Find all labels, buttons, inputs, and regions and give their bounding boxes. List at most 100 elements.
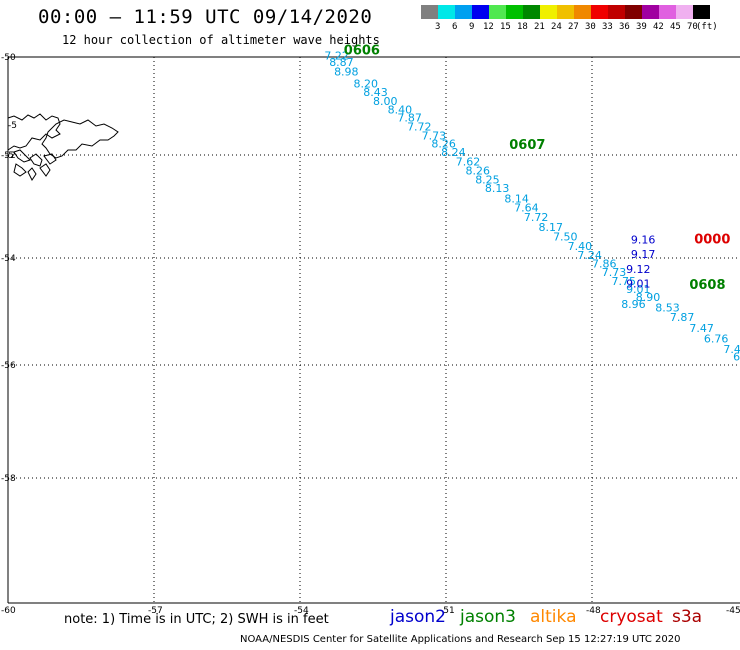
pass-time-labels: 0606 0607 0608 0000 (344, 44, 731, 293)
longitude-label: -48 (586, 606, 601, 616)
pass-time-label: 0608 (689, 278, 725, 293)
latitude-label: -54 (1, 254, 16, 264)
wave-height-value: 7.87 (670, 311, 695, 324)
color-swatch (472, 5, 489, 19)
legend-jason3: jason3 (460, 607, 516, 627)
wave-height-value: 7.41 (723, 343, 740, 356)
color-scale-label: 18 (517, 22, 528, 32)
color-scale-label: 3 (435, 22, 441, 32)
latitude-label: -50 (1, 53, 16, 63)
color-swatch (693, 5, 710, 19)
color-swatch (608, 5, 625, 19)
wave-height-value: 8.17 (538, 221, 563, 234)
pass-time-label: 0000 (694, 233, 730, 248)
wave-height-value: 6.6 (733, 351, 740, 364)
color-swatch (591, 5, 608, 19)
color-scale-label: 39 (636, 22, 647, 32)
color-swatch (421, 5, 438, 19)
wave-height-value: 7.24 (577, 249, 602, 262)
wave-height-value: 8.26 (465, 165, 490, 178)
wave-height-value: 8.43 (363, 86, 388, 99)
wave-height-value: 8.24 (441, 146, 466, 159)
legend-altika: altika (530, 607, 577, 627)
wave-height-value: 7.62 (456, 155, 481, 168)
pass-time-label: 0606 (344, 44, 380, 59)
pass-time-label: 0607 (509, 138, 545, 153)
color-scale-label: 36 (619, 22, 630, 32)
wave-height-value: 8.20 (354, 77, 379, 90)
color-scale-label: 33 (602, 22, 613, 32)
wave-height-value: 6.76 (704, 333, 729, 346)
color-swatch (455, 5, 472, 19)
wave-height-value: 9.12 (626, 263, 651, 276)
longitude-label: -57 (148, 606, 163, 616)
color-swatch (574, 5, 591, 19)
wave-height-value: 7.40 (568, 240, 593, 253)
wave-height-value: 8.87 (329, 56, 354, 69)
color-scale-label: 9 (469, 22, 475, 32)
wave-height-value: 8.14 (504, 192, 529, 205)
wave-height-value: 8.13 (485, 182, 510, 195)
island-lat-label: -5 (8, 121, 17, 131)
wave-height-value: 8.40 (388, 103, 413, 116)
longitude-label: -45 (726, 606, 740, 616)
wave-height-value: 7.47 (689, 322, 714, 335)
wave-height-value: 7.86 (592, 258, 617, 271)
color-scale-label: 45 (670, 22, 681, 32)
units-note: note: 1) Time is in UTC; 2) SWH is in fe… (64, 612, 329, 627)
graticule: -60 -57 -54 -51 -48 -45 -50 -52 -54 -56 -58 (1, 53, 740, 616)
legend-s3a: s3a (672, 607, 703, 627)
wave-height-value: 7.72 (407, 121, 432, 134)
legend-jason2: jason2 (390, 607, 446, 627)
wave-height-value: 9.01 (626, 277, 651, 290)
wave-height-value: 9.16 (631, 234, 656, 247)
color-swatch (523, 5, 540, 19)
map-title: 00:00 – 11:59 UTC 09/14/2020 (38, 6, 373, 28)
color-scale-label: 30 (585, 22, 596, 32)
wave-height-value: 7.73 (602, 266, 627, 279)
longitude-label: -60 (1, 606, 16, 616)
wave-height-value: 8.26 (431, 138, 456, 151)
color-scale-label: 42 (653, 22, 664, 32)
latitude-label: -58 (1, 474, 16, 484)
color-swatch (489, 5, 506, 19)
wave-height-value: 7.72 (524, 211, 549, 224)
color-scale-label: 21 (534, 22, 545, 32)
credit-footer: NOAA/NESDIS Center for Satellite Applica… (240, 634, 681, 645)
legend-cryosat: cryosat (600, 607, 663, 627)
island-lat-label: -5 (5, 151, 14, 161)
color-scale-label: 6 (452, 22, 458, 32)
wave-height-value: 7.73 (422, 129, 447, 142)
color-scale-label: 24 (551, 22, 562, 32)
latitude-label: -56 (1, 361, 16, 371)
wave-height-value: 8.53 (655, 302, 680, 315)
color-swatch (659, 5, 676, 19)
longitude-label: -54 (294, 606, 309, 616)
wave-height-value: 7.22 (324, 49, 349, 62)
wave-height-value: 7.75 (611, 275, 636, 288)
wave-height-value: 8.98 (334, 66, 359, 79)
wave-height-value: 7.50 (553, 230, 578, 243)
color-swatch (676, 5, 693, 19)
longitude-label: -51 (440, 606, 455, 616)
island-outline (7, 113, 119, 181)
wave-height-value: 9.17 (631, 248, 656, 261)
color-scale-label: 27 (568, 22, 579, 32)
wave-height-track: 7.228.878.988.208.438.008.407.877.727.73… (324, 49, 740, 363)
color-scale-label: 70 (687, 22, 698, 32)
color-swatch (540, 5, 557, 19)
color-swatch (506, 5, 523, 19)
latitude-label: -52 (1, 151, 16, 161)
color-swatch (625, 5, 642, 19)
wave-height-value: 7.64 (514, 202, 539, 215)
color-swatch (642, 5, 659, 19)
wave-height-value: 9.01 (626, 283, 651, 296)
color-swatch (557, 5, 574, 19)
wave-height-value: 7.87 (397, 112, 422, 125)
color-swatch (438, 5, 455, 19)
map-subtitle: 12 hour collection of altimeter wave hei… (62, 33, 380, 47)
color-scale-label: 15 (500, 22, 511, 32)
color-scale-label: 12 (483, 22, 494, 32)
color-scale-unit: (ft) (696, 22, 718, 32)
